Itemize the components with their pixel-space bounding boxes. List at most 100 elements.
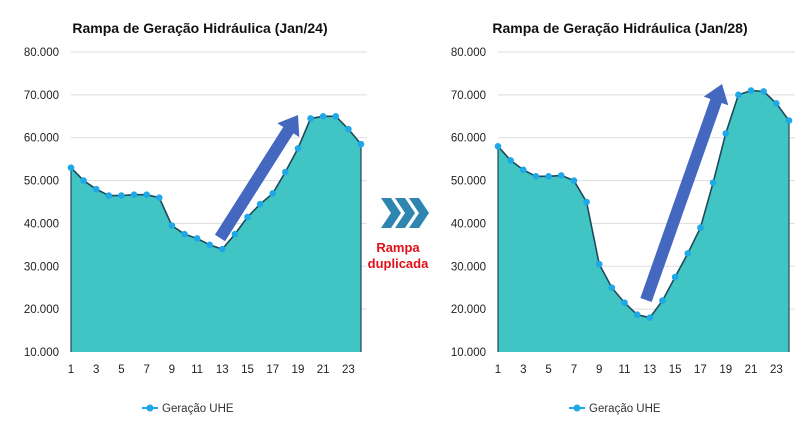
- x-tick-label: 11: [619, 364, 631, 376]
- data-point: [633, 311, 641, 319]
- y-tick-label: 60.000: [451, 133, 486, 145]
- y-tick-label: 40.000: [24, 218, 59, 230]
- y-tick-label: 20.000: [451, 304, 486, 316]
- data-point: [92, 185, 100, 193]
- data-point: [697, 224, 704, 232]
- data-point: [206, 241, 213, 249]
- data-point: [332, 112, 340, 120]
- ramp-arrow-icon: [214, 114, 300, 242]
- data-point: [595, 260, 603, 268]
- ramp-annotation: Rampa duplicada: [358, 240, 438, 272]
- legend-label: Geração UHE: [162, 403, 234, 415]
- annotation-line1: Rampa: [376, 240, 420, 255]
- y-tick-label: 30.000: [451, 261, 486, 273]
- data-point: [545, 172, 552, 180]
- data-point: [709, 179, 717, 187]
- data-point: [520, 166, 527, 174]
- arrow-shape: [640, 84, 729, 302]
- data-point: [256, 200, 264, 208]
- y-tick-label: 70.000: [24, 90, 59, 102]
- chevron-icon: [395, 198, 415, 228]
- x-tick-label: 15: [241, 364, 254, 376]
- x-tick-label: 5: [118, 364, 124, 376]
- data-point: [307, 115, 314, 122]
- data-point: [659, 297, 666, 304]
- data-point: [282, 168, 289, 176]
- x-tick-label: 17: [266, 364, 279, 376]
- data-point: [773, 100, 780, 107]
- y-tick-label: 20.000: [24, 304, 59, 316]
- data-point: [684, 250, 692, 257]
- data-point: [155, 194, 163, 202]
- data-point: [193, 235, 201, 242]
- ramp-arrow-icon: [640, 84, 729, 302]
- data-point: [583, 198, 590, 206]
- x-tick-label: 7: [571, 364, 577, 376]
- chevron-icon: [381, 198, 401, 228]
- data-point: [785, 117, 793, 124]
- data-point: [671, 273, 679, 281]
- data-point: [507, 157, 514, 164]
- data-point: [105, 192, 113, 199]
- data-point: [118, 192, 125, 199]
- x-tick-label: 7: [143, 364, 149, 376]
- x-tick-label: 1: [495, 364, 501, 376]
- x-tick-label: 23: [342, 364, 355, 376]
- data-point: [130, 191, 138, 199]
- data-point: [722, 130, 730, 137]
- data-point: [143, 191, 150, 199]
- data-point: [760, 88, 767, 95]
- data-point: [570, 177, 578, 184]
- x-tick-label: 11: [191, 364, 203, 376]
- y-tick-label: 80.000: [451, 47, 486, 59]
- data-point: [80, 177, 87, 184]
- x-tick-label: 3: [520, 364, 526, 376]
- x-tick-label: 9: [169, 364, 175, 376]
- data-point: [244, 213, 251, 221]
- data-point: [747, 87, 755, 94]
- x-tick-label: 21: [745, 364, 758, 376]
- data-point: [231, 230, 239, 238]
- y-tick-label: 80.000: [24, 47, 59, 59]
- x-tick-label: 13: [643, 364, 656, 376]
- x-tick-label: 19: [719, 364, 732, 376]
- data-point: [269, 190, 277, 197]
- data-point: [557, 172, 565, 179]
- x-tick-label: 23: [770, 364, 783, 376]
- data-point: [294, 145, 302, 152]
- y-tick-label: 70.000: [451, 90, 486, 102]
- arrow-shape: [214, 114, 300, 242]
- data-point: [219, 245, 226, 253]
- x-tick-label: 17: [694, 364, 707, 376]
- data-point: [646, 314, 654, 322]
- legend-label: Geração UHE: [589, 403, 661, 415]
- data-point: [357, 140, 365, 148]
- chevron-icon: [409, 198, 429, 228]
- y-tick-label: 60.000: [24, 133, 59, 145]
- x-tick-label: 5: [545, 364, 551, 376]
- annotation-line2: duplicada: [367, 256, 429, 271]
- y-tick-label: 30.000: [24, 261, 59, 273]
- data-point: [608, 284, 616, 292]
- data-point: [532, 172, 540, 180]
- data-point: [181, 230, 188, 238]
- area-fill: [498, 90, 789, 353]
- x-tick-label: 3: [93, 364, 99, 376]
- legend-marker-icon: [573, 404, 581, 412]
- data-point: [168, 222, 176, 229]
- legend-marker-icon: [146, 404, 154, 412]
- data-point: [319, 112, 327, 120]
- x-tick-label: 13: [216, 364, 229, 376]
- y-tick-label: 40.000: [451, 218, 486, 230]
- data-point: [621, 299, 628, 307]
- y-tick-label: 10.000: [24, 347, 59, 359]
- area-fill: [71, 116, 361, 353]
- data-point: [345, 125, 352, 133]
- y-tick-label: 50.000: [451, 176, 486, 188]
- y-tick-label: 50.000: [24, 176, 59, 188]
- data-point: [67, 164, 75, 172]
- x-tick-label: 21: [317, 364, 330, 376]
- chart-title: Rampa de Geração Hidráulica (Jan/24): [72, 20, 327, 36]
